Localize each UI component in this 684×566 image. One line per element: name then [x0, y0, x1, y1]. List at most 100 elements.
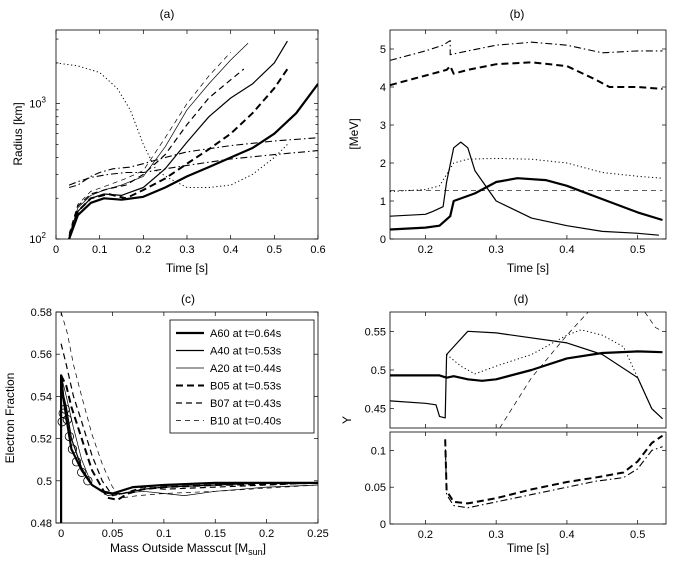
panel-b-ytick-label-1: 0	[380, 234, 386, 246]
panel-a-series-2	[68, 40, 288, 239]
panel-b-ytick-label-2: 1	[380, 196, 386, 208]
panel-d-sub2-xtick-label-2: 0.3	[489, 529, 504, 541]
panel-a-series-8	[68, 137, 318, 189]
panel-c-marker-2	[58, 408, 68, 418]
panel-d-sub2-series-2	[444, 439, 663, 509]
panel-c-legend-label-2: A40 at t=0.53s	[210, 346, 282, 358]
panel-d-sub2-ytick-label-3: 0.1	[371, 445, 386, 457]
panel-b-frame	[389, 29, 667, 240]
panel-c-ytick-label-4: 0.54	[31, 391, 52, 403]
panel-a-ytick-label-2: 103	[29, 96, 46, 111]
panel-c-ytick-label-1: 0.48	[31, 518, 52, 530]
panel-c-series-4	[60, 374, 318, 501]
panel-c-legend-label-3: A20 at t=0.44s	[210, 363, 282, 375]
panel-a-ytick-label-1: 102	[29, 231, 46, 246]
panel-c-xtick-label-2: 0.05	[102, 528, 123, 540]
panel-c-marker-9	[83, 476, 93, 486]
panel-b-ylabel: [MeV]	[347, 118, 361, 149]
panel-d-sub1-ytick-label-2: 0.5	[371, 365, 386, 377]
panel-d-sub1-series-3	[446, 329, 663, 420]
panel-b-series-6	[390, 177, 663, 231]
panel-d-sub1-series-1	[390, 350, 663, 382]
panel-c-marker-8	[77, 467, 87, 477]
panel-b-series-5	[390, 141, 659, 236]
panel-d-sub1-series-4	[499, 312, 589, 428]
panel-b-series-2	[390, 61, 663, 90]
panel-d-sub2-ytick-label-2: 0.05	[365, 482, 386, 494]
panel-c-electron-fraction-chart: (c) 0 0.05 0.1 0.15 0.2 0.25 0.48 0.5 0.52 0.54 0.…	[3, 292, 329, 557]
panel-d-sub2-xtick-label-4: 0.5	[630, 529, 645, 541]
panel-b-ytick-label-3: 2	[380, 158, 386, 170]
panel-d-sub1-ytick-label-3: 0.55	[365, 326, 386, 338]
panel-d-title: (d)	[514, 292, 529, 306]
panel-c-marker-3	[60, 404, 70, 414]
panel-a-series-4	[68, 68, 289, 239]
panel-a-xtick-label-7: 0.6	[310, 244, 325, 256]
panel-c-legend-label-1: A60 at t=0.64s	[210, 328, 282, 340]
panel-a-xtick-label-1: 0	[53, 244, 59, 256]
panel-d-sub2-ytick-label-1: 0	[380, 519, 386, 531]
panel-b-ytick-label-4: 3	[380, 120, 386, 132]
panel-c-legend-box	[169, 319, 315, 434]
panel-b-series-3	[390, 157, 663, 192]
panel-c-legend: A60 at t=0.64s A40 at t=0.53s A20 at t=0.4…	[169, 319, 315, 434]
panel-a-xtick-label-5: 0.4	[223, 244, 238, 256]
panel-a-xtick-label-4: 0.3	[179, 244, 194, 256]
panel-c-ylabel: Electron Fraction	[3, 373, 17, 464]
panel-b-xtick-label-4: 0.5	[630, 244, 645, 256]
panel-b-xtick-label-3: 0.4	[559, 244, 574, 256]
panel-c-xtick-label-3: 0.1	[156, 528, 171, 540]
panel-c-ytick-label-6: 0.58	[31, 307, 52, 319]
panel-d-sub2-series-1	[444, 434, 664, 505]
panel-d-sub1-ytick-label-1: 0.45	[365, 404, 386, 416]
panel-c-ytick-label-5: 0.56	[31, 349, 52, 361]
panel-d-xlabel: Time [s]	[507, 541, 549, 555]
panel-c-series-6	[60, 312, 318, 499]
panel-c-marker-6	[67, 444, 78, 454]
panel-b-xtick-label-1: 0.2	[418, 244, 433, 256]
panel-b-title: (b)	[510, 7, 525, 21]
panel-c-series-5	[60, 343, 318, 497]
panel-d-sub1-series-5	[644, 312, 663, 332]
panel-b-energy-chart: (b) 0.2 0.3 0.4 0.5 0 1 2 3 4 5 Time [s] [MeV]	[347, 7, 667, 275]
panel-c-xtick-label-5: 0.2	[259, 528, 274, 540]
panel-c-marker-5	[64, 431, 74, 442]
panel-a-xtick-label-3: 0.2	[136, 244, 151, 256]
panel-c-legend-label-6: B10 at t=0.40s	[210, 416, 282, 428]
panel-c-marker-4	[62, 415, 72, 425]
panel-c-marker-7	[71, 457, 82, 467]
panel-a-series-7	[56, 62, 288, 188]
panel-d-sub2-xtick-label-1: 0.2	[418, 529, 433, 541]
panel-c-xtick-label-6: 0.25	[307, 528, 328, 540]
panel-d-abundance-chart: (d) 0.45 0.5 0.55 0.2 0.3 0.4 0.5 0 0.05 0.1 Time…	[340, 292, 667, 555]
panel-c-frame	[55, 311, 319, 524]
panel-c-xtick-label-1: 0	[58, 528, 64, 540]
panel-a-title: (a)	[160, 7, 175, 21]
panel-b-ytick-label-6: 5	[380, 44, 386, 56]
panel-a-series-6	[68, 51, 231, 234]
panel-a-frame	[55, 29, 319, 240]
panel-d-lower-frame	[389, 431, 667, 525]
panel-a-series-5	[68, 68, 245, 237]
panel-b-xlabel: Time [s]	[507, 261, 549, 275]
panel-b-xtick-label-2: 0.3	[489, 244, 504, 256]
panel-a-xtick-label-2: 0.1	[92, 244, 107, 256]
panel-a-series-1	[68, 83, 318, 239]
panel-a-xtick-label-6: 0.5	[267, 244, 282, 256]
panel-c-series-2	[60, 385, 318, 495]
panel-c-ytick-label-2: 0.5	[37, 476, 52, 488]
panel-a-ylabel: Radius [km]	[11, 102, 25, 165]
panel-c-legend-label-5: B07 at t=0.43s	[210, 398, 282, 410]
panel-b-ytick-label-5: 4	[380, 82, 386, 94]
panel-c-legend-label-4: B05 at t=0.53s	[210, 381, 282, 393]
panel-a-series-3	[68, 42, 249, 237]
panel-a-xlabel: Time [s]	[166, 261, 208, 275]
panel-a-radius-chart: (a) 0 0.1 0.2 0.3 0.4 0.5 0.6 102 103 Time [s] R…	[11, 7, 326, 275]
panel-d-ylabel: Y	[340, 416, 354, 424]
panel-c-title: (c)	[181, 292, 195, 306]
panel-a-series-9	[68, 150, 318, 186]
panel-d-sub2-xtick-label-3: 0.4	[559, 529, 574, 541]
panel-d-sub1-series-2	[390, 330, 663, 420]
panel-c-xlabel: Mass Outside Masscut [Msun]	[110, 541, 266, 557]
